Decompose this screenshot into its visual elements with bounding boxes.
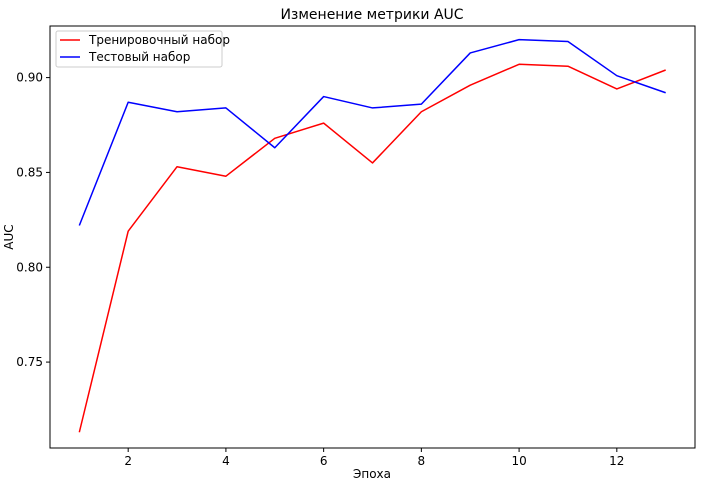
x-axis-ticks: 2 4 6 8 10 12 (124, 448, 624, 468)
legend: Тренировочный набор Тестовый набор (55, 30, 230, 68)
x-tick-label: 8 (418, 454, 426, 468)
series-line-1 (78, 38, 666, 226)
y-tick-label: 0.80 (16, 260, 43, 274)
plot-lines (78, 38, 666, 433)
x-tick-label: 10 (511, 454, 526, 468)
y-tick-label: 0.85 (16, 165, 43, 179)
x-tick-label: 4 (222, 454, 230, 468)
x-tick-label: 2 (124, 454, 132, 468)
y-tick-label: 0.90 (16, 71, 43, 85)
legend-label-train: Тренировочный набор (88, 33, 230, 47)
x-tick-label: 6 (320, 454, 328, 468)
series-line-0 (78, 63, 666, 433)
y-axis-label: AUC (2, 224, 16, 249)
y-axis-ticks: 0.75 0.80 0.85 0.90 (16, 71, 50, 369)
legend-box (55, 30, 223, 68)
x-axis-label: Эпоха (353, 467, 391, 481)
x-tick-label: 12 (609, 454, 624, 468)
y-tick-label: 0.75 (16, 355, 43, 369)
legend-label-test: Тестовый набор (88, 50, 190, 64)
chart-title: Изменение метрики AUC (280, 7, 463, 23)
plot-frame (49, 25, 696, 449)
